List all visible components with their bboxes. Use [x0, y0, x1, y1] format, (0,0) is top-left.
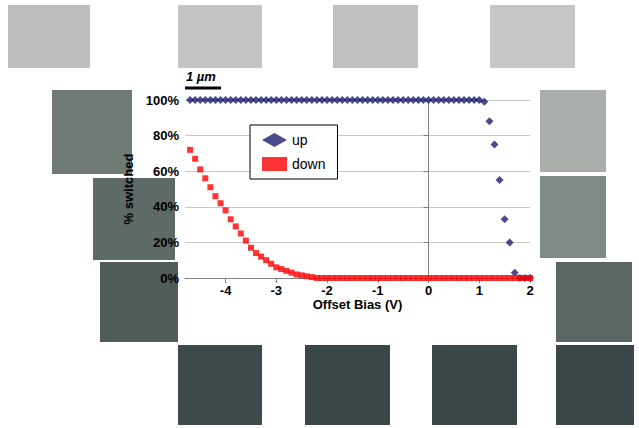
svg-text:100%: 100% [146, 93, 180, 108]
svg-text:up: up [292, 132, 308, 148]
svg-text:0: 0 [425, 283, 432, 298]
svg-text:20%: 20% [153, 235, 179, 250]
svg-text:-1: -1 [372, 283, 384, 298]
svg-text:60%: 60% [153, 164, 179, 179]
svg-text:Offset Bias (V): Offset Bias (V) [313, 297, 403, 312]
svg-text:1 µm: 1 µm [186, 69, 216, 84]
svg-text:down: down [292, 156, 325, 172]
svg-text:2: 2 [526, 283, 533, 298]
svg-text:-2: -2 [321, 283, 333, 298]
svg-text:40%: 40% [153, 199, 179, 214]
svg-text:1: 1 [476, 283, 483, 298]
svg-text:0%: 0% [160, 271, 179, 286]
svg-text:% switched: % switched [121, 154, 136, 225]
svg-text:-3: -3 [271, 283, 283, 298]
svg-text:80%: 80% [153, 128, 179, 143]
svg-text:-4: -4 [220, 283, 232, 298]
